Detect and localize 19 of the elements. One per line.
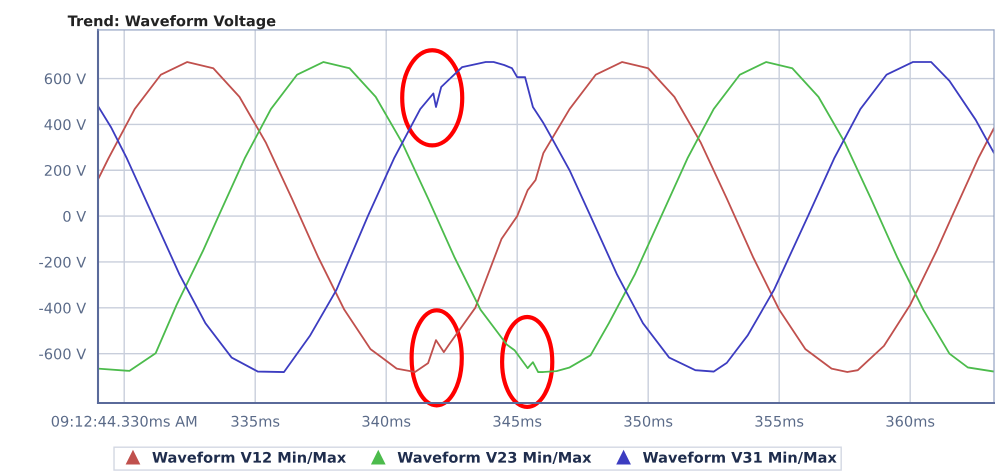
y-tick-label: 0 V <box>63 210 86 222</box>
y-tick-label: 200 V <box>44 164 86 176</box>
line-series <box>98 61 994 373</box>
y-tick-label: -400 V <box>39 302 86 314</box>
x-tick-label: 09:12:44.330ms AM <box>52 416 196 427</box>
legend-label: Waveform V12 Min/Max <box>152 452 346 464</box>
y-tick-label: 600 V <box>44 73 86 84</box>
legend-label: Waveform V23 Min/Max <box>398 452 592 464</box>
x-tick-label: 350ms <box>624 416 672 427</box>
x-tick-label: 360ms <box>886 416 934 427</box>
y-tick-label: 400 V <box>44 119 86 130</box>
chart-title: Trend: Waveform Voltage <box>68 15 276 30</box>
x-tick-label: 345ms <box>493 416 542 427</box>
x-tick-label: 355ms <box>755 416 804 427</box>
y-tick-label: -600 V <box>39 348 86 360</box>
x-tick-label: 335ms <box>231 416 280 427</box>
legend-label: Waveform V31 Min/Max <box>642 452 837 464</box>
y-tick-label: -200 V <box>39 256 86 268</box>
x-tick-label: 340ms <box>362 416 410 427</box>
